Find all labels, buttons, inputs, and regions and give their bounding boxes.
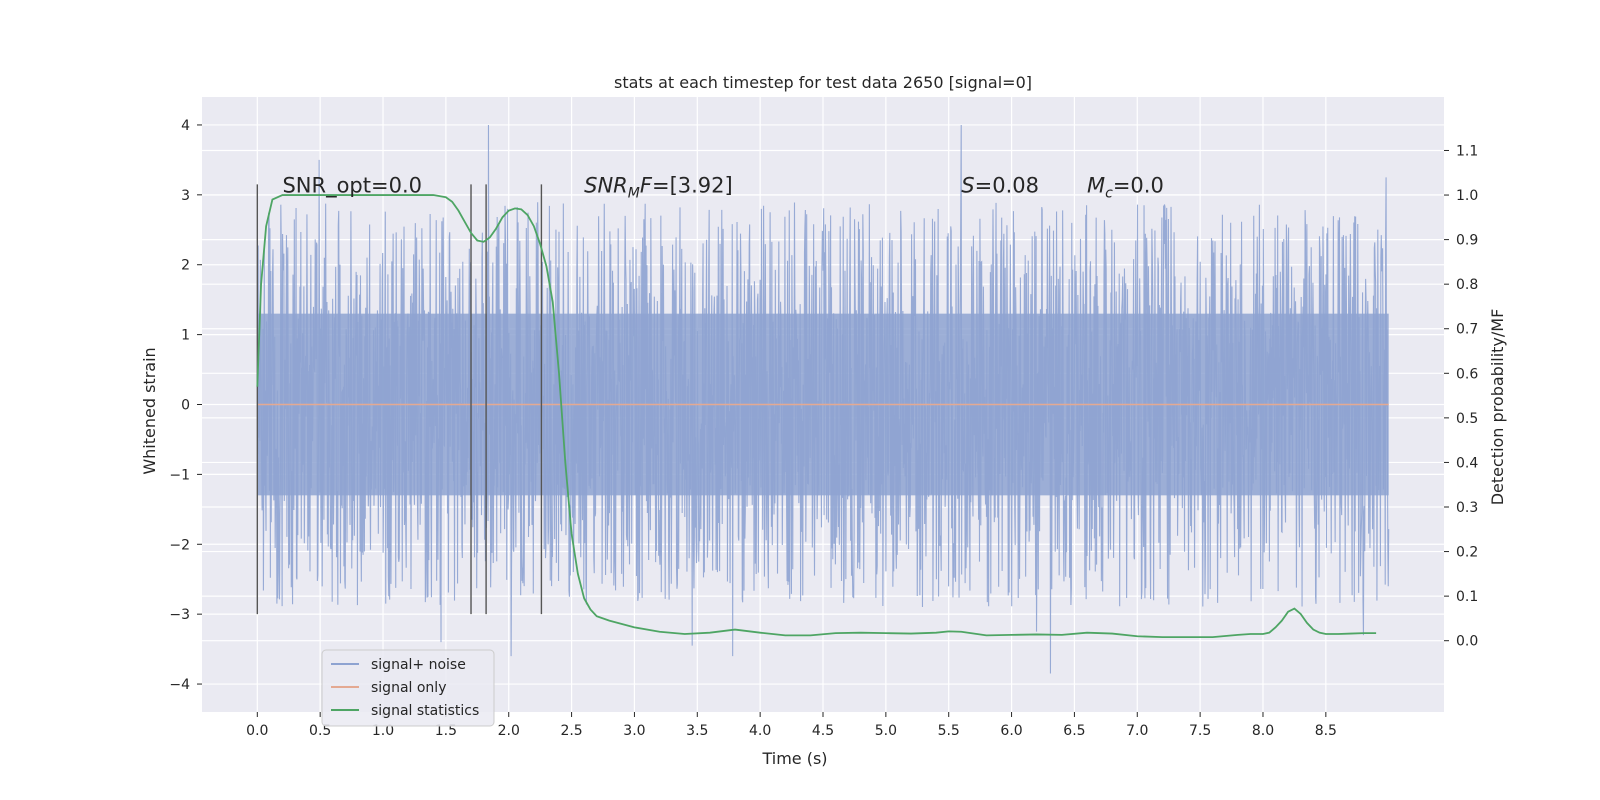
x-tick-label: 8.5 — [1315, 723, 1337, 739]
y-tick-label: −1 — [169, 467, 190, 483]
legend: signal+ noise signal only signal statistic… — [321, 649, 495, 727]
legend-label: signal+ noise — [371, 657, 466, 673]
y-axis-ticks: 4 3 2 1 0 −1 −2 −3 −4 — [169, 118, 202, 693]
x-tick-label: 6.5 — [1063, 723, 1085, 739]
x-tick-label: 7.0 — [1126, 723, 1148, 739]
y-axis-label: Whitened strain — [140, 347, 159, 474]
y2-tick-label: 1.1 — [1456, 143, 1478, 159]
y2-tick-label: 0.8 — [1456, 277, 1478, 293]
x-tick-label: 8.0 — [1252, 723, 1274, 739]
x-tick-label: 5.0 — [875, 723, 897, 739]
x-tick-label: 5.5 — [938, 723, 960, 739]
y2-tick-label: 0.2 — [1456, 545, 1478, 561]
vertical-markers — [256, 184, 543, 615]
legend-box — [321, 649, 495, 727]
x-tick-label: 0.5 — [309, 723, 331, 739]
signal-statistics-series — [256, 194, 1377, 639]
y2-tick-label: 0.0 — [1456, 634, 1478, 650]
x-tick-label: 1.0 — [372, 723, 394, 739]
x-tick-label: 3.0 — [623, 723, 645, 739]
noise-trace — [256, 124, 1390, 674]
y2-tick-label: 1.0 — [1456, 188, 1478, 204]
x-tick-label: 2.0 — [498, 723, 520, 739]
x-tick-label: 1.5 — [435, 723, 457, 739]
x-axis-ticks: 0.0 0.5 1.0 1.5 2.0 2.5 3.0 3.5 4.0 4.5 5.0 5.5 6.0 6… — [246, 712, 1337, 739]
chart-title: stats at each timestep for test data 265… — [614, 73, 1032, 92]
y-tick-label: −4 — [169, 677, 190, 693]
x-axis-label: Time (s) — [761, 749, 827, 768]
legend-label: signal statistics — [371, 703, 479, 719]
annotation: SNRMF=[3.92] — [584, 173, 733, 201]
y-tick-label: 4 — [181, 118, 190, 134]
x-tick-label: 0.0 — [246, 723, 268, 739]
y2-axis-label: Detection probability/MF — [1488, 309, 1507, 506]
y-tick-label: −3 — [169, 607, 190, 623]
x-tick-label: 2.5 — [560, 723, 582, 739]
x-tick-label: 3.5 — [686, 723, 708, 739]
y-tick-label: −2 — [169, 537, 190, 553]
y2-tick-label: 0.3 — [1456, 500, 1478, 516]
annotations: SNR_opt=0.0 SNRMF=[3.92] S=0.08 Mc=0.0 — [282, 173, 1163, 201]
annotation: SNR_opt=0.0 — [282, 173, 422, 198]
x-tick-label: 6.0 — [1000, 723, 1022, 739]
x-tick-label: 7.5 — [1189, 723, 1211, 739]
annotation: S=0.08 — [961, 173, 1039, 197]
y2-tick-label: 0.6 — [1456, 366, 1478, 382]
y-tick-label: 0 — [181, 398, 190, 414]
y2-tick-label: 0.1 — [1456, 589, 1478, 605]
y2-tick-label: 0.7 — [1456, 322, 1478, 338]
y-tick-label: 3 — [181, 188, 190, 204]
x-tick-label: 4.5 — [812, 723, 834, 739]
y-tick-label: 2 — [181, 258, 190, 274]
signal-statistics-line — [256, 194, 1377, 639]
y2-tick-label: 0.4 — [1456, 455, 1478, 471]
annotation: Mc=0.0 — [1087, 173, 1164, 201]
legend-label: signal only — [371, 680, 446, 696]
x-tick-label: 4.0 — [749, 723, 771, 739]
y2-axis-ticks: 1.1 1.0 0.9 0.8 0.7 0.6 0.5 0.4 0.3 0.2 0.1 0.0 — [1444, 143, 1478, 650]
y2-tick-label: 0.5 — [1456, 411, 1478, 427]
y-tick-label: 1 — [181, 328, 190, 344]
y2-tick-label: 0.9 — [1456, 233, 1478, 249]
